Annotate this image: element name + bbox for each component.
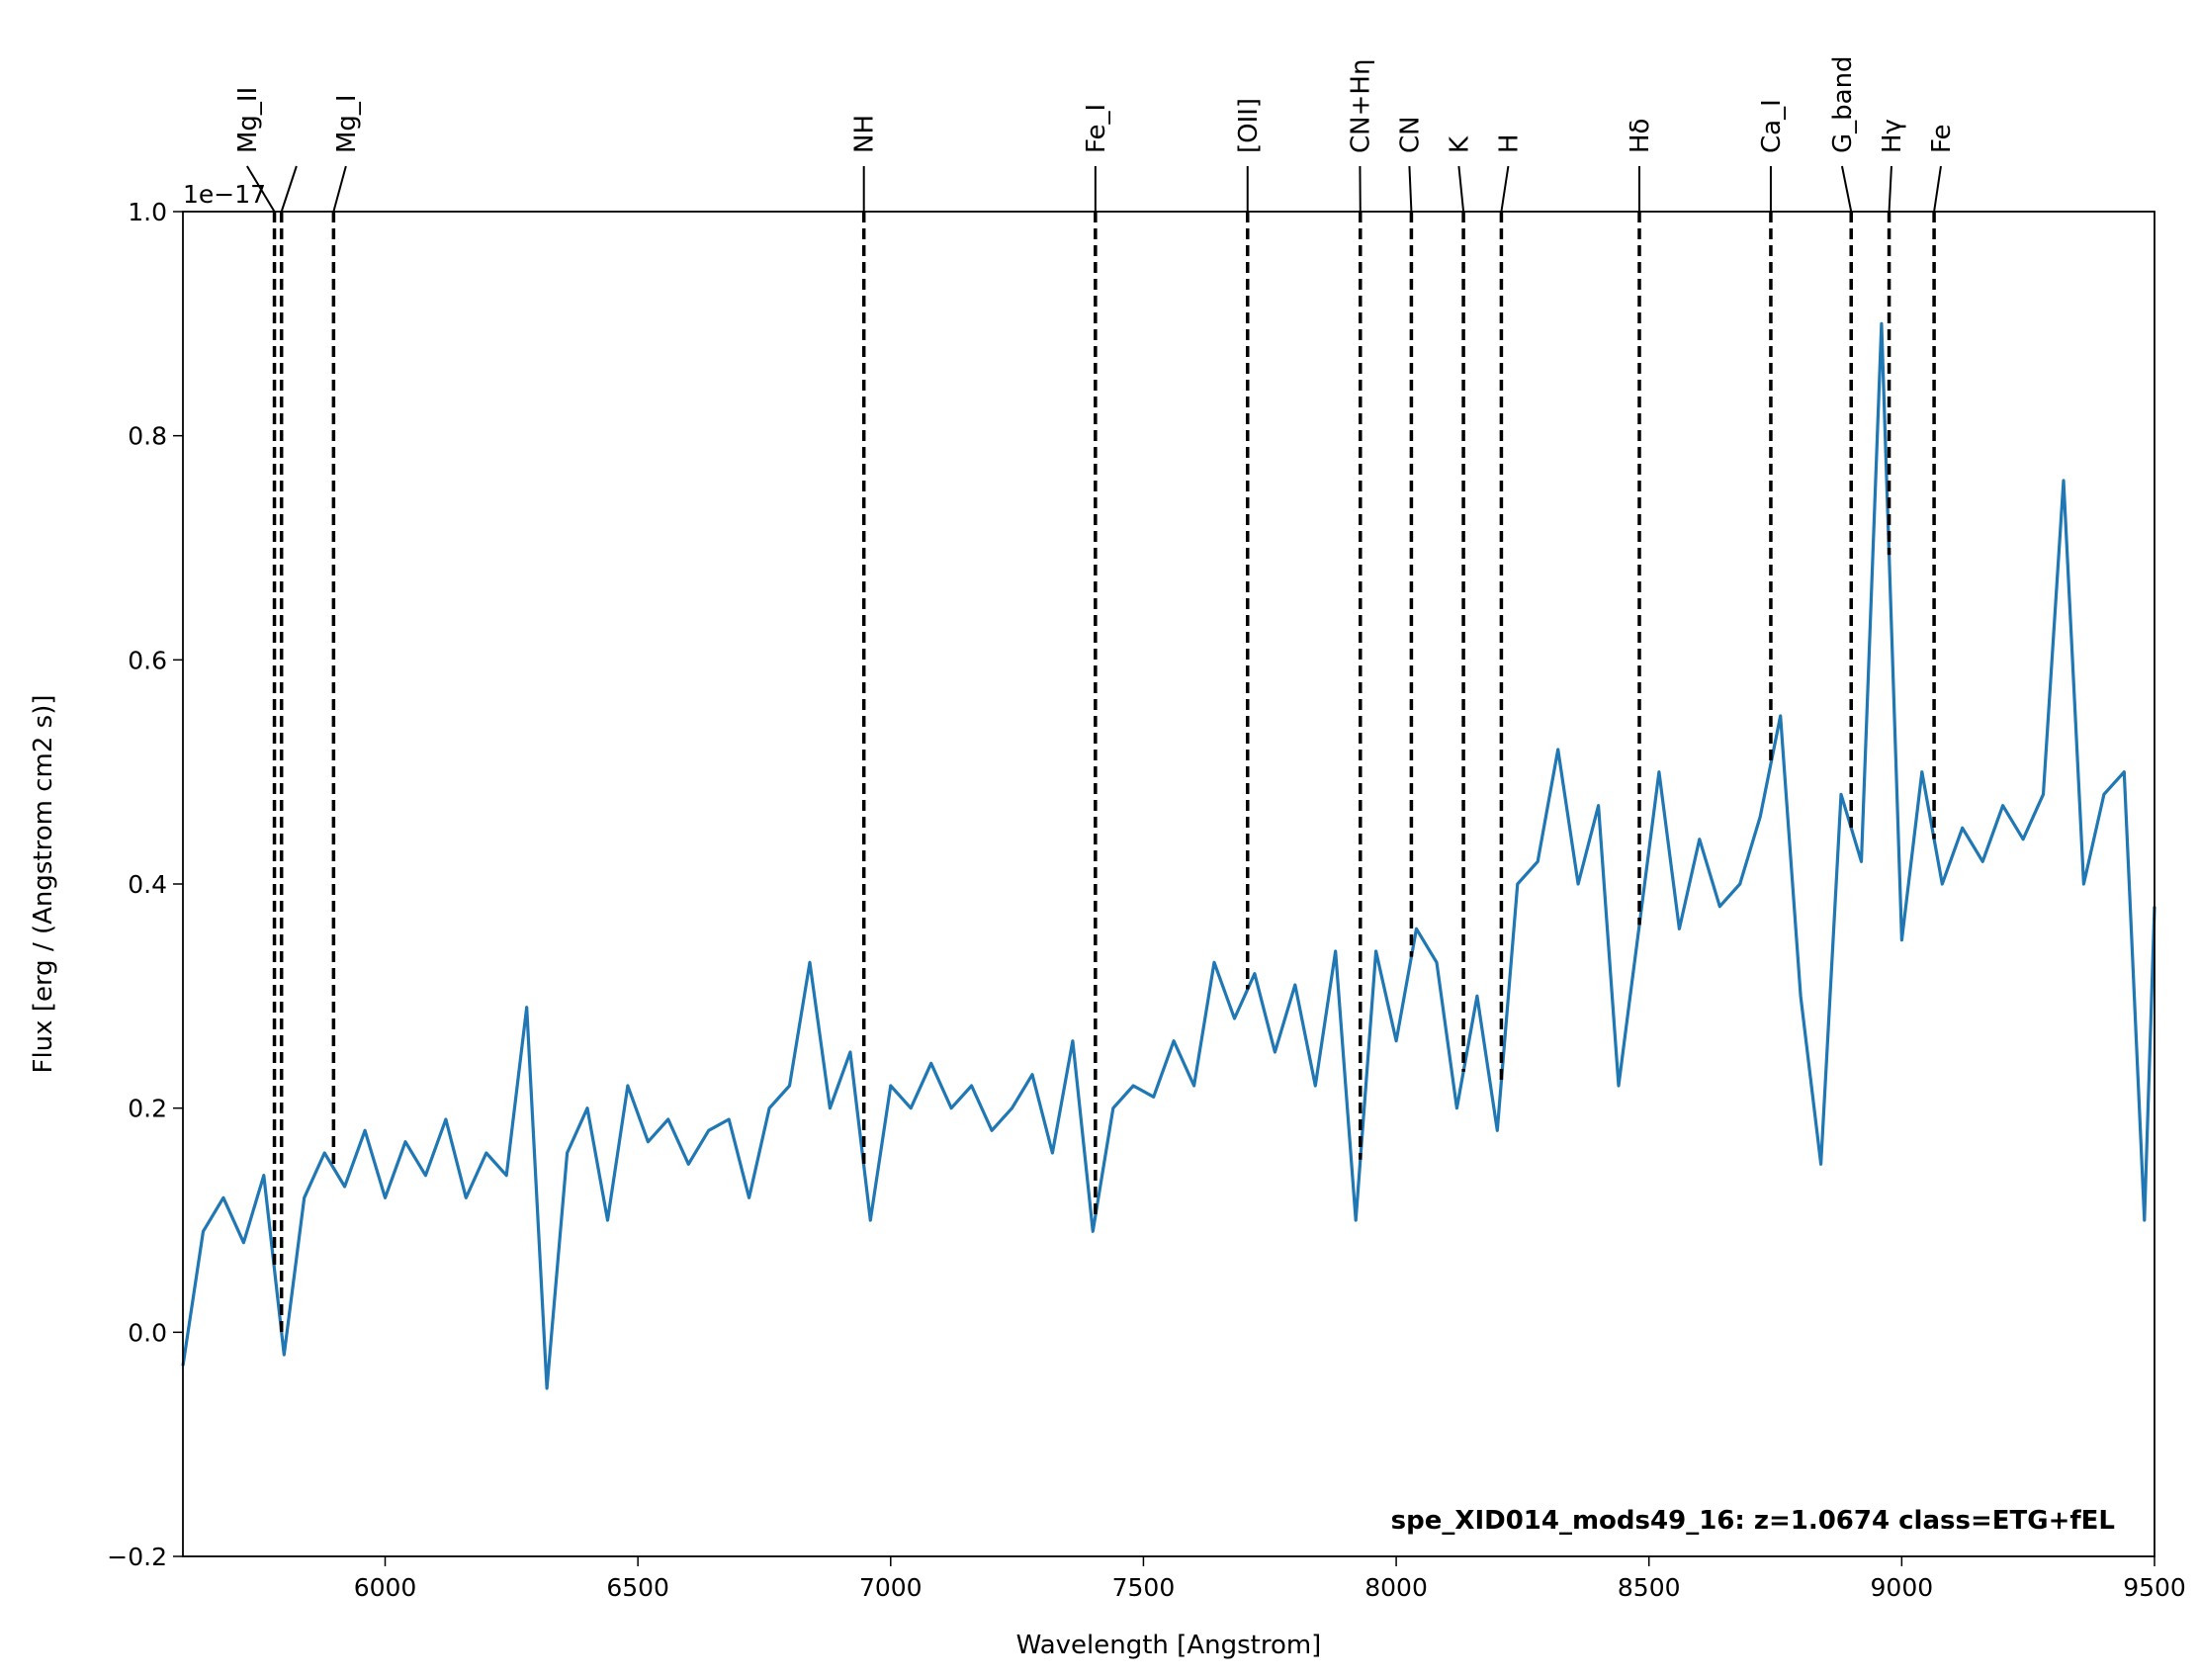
x-tick-label: 6000 — [354, 1573, 417, 1602]
leader — [1408, 165, 1413, 213]
axes-frame — [182, 211, 2155, 1557]
leader — [1888, 165, 1892, 213]
y-tick-label: 0.6 — [128, 646, 167, 674]
offset-text: 1e−17 — [183, 180, 266, 209]
y-tick-label: 1.0 — [128, 198, 167, 226]
line-label: Fe_I — [1082, 104, 1111, 153]
x-tick-label: 9000 — [1871, 1573, 1934, 1602]
line-label: [OII] — [1234, 98, 1264, 153]
leader — [246, 165, 276, 213]
y-tick-label: 0.0 — [128, 1318, 167, 1347]
line-label: CN — [1395, 116, 1425, 153]
line-label: NH — [850, 115, 880, 153]
y-tick-label: −0.2 — [107, 1543, 167, 1571]
leader — [280, 165, 298, 213]
line-label: Mg_I — [332, 94, 362, 153]
y-tick-label: 0.8 — [128, 422, 167, 451]
y-axis-label: Flux [erg / (Angstrom cm2 s)] — [29, 694, 58, 1073]
line-label: H — [1494, 133, 1524, 153]
x-tick-label: 8000 — [1364, 1573, 1428, 1602]
y-tick-label: 0.2 — [128, 1095, 167, 1123]
line-label: K — [1445, 135, 1474, 153]
leader — [1840, 165, 1853, 213]
x-tick-label: 6500 — [606, 1573, 669, 1602]
leader — [1500, 165, 1510, 213]
x-tick-label: 7500 — [1112, 1573, 1176, 1602]
line-label: Mg_II — [233, 87, 263, 153]
line-label: Ca_I — [1757, 99, 1787, 153]
x-axis-label: Wavelength [Angstrom] — [1016, 1631, 1322, 1660]
leader — [332, 165, 347, 213]
x-tick-label: 7000 — [859, 1573, 923, 1602]
line-label: CN+Hη — [1346, 59, 1375, 153]
line-label: G_band — [1828, 55, 1858, 153]
line-label: Hδ — [1626, 119, 1655, 153]
x-tick-label: 8500 — [1618, 1573, 1681, 1602]
line-label: Fe — [1927, 124, 1957, 153]
leader — [1933, 165, 1942, 213]
spectrum — [181, 321, 2156, 1390]
y-tick-label: 0.4 — [128, 870, 167, 899]
leader — [1457, 165, 1465, 213]
line-label: Hγ — [1878, 119, 1907, 153]
chart-title: spe_XID014_mods49_16: z=1.0674 class=ETG… — [1391, 1506, 2115, 1536]
x-tick-label: 9500 — [2123, 1573, 2186, 1602]
